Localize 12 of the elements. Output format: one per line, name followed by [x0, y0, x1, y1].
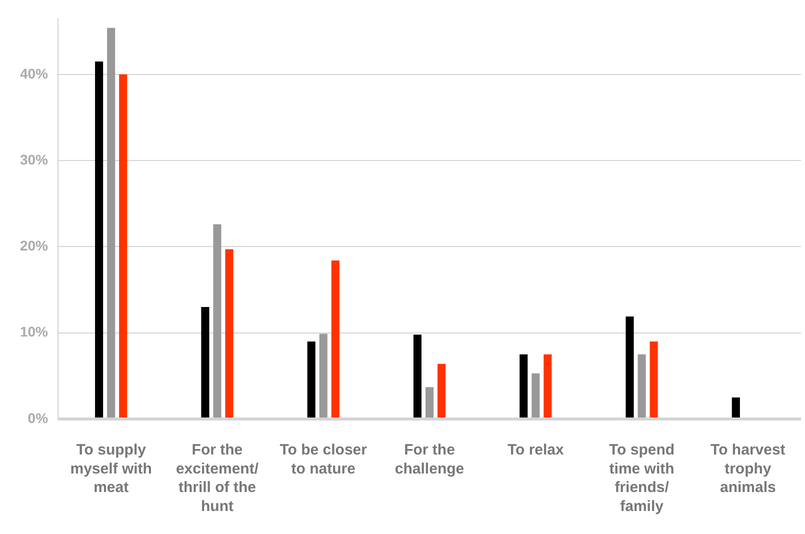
y-tick-label: 20% — [20, 238, 49, 254]
x-tick-label: To harvest trophy animals — [710, 442, 786, 496]
x-tick-label: To spend time with friends/ family — [609, 442, 675, 515]
x-tick-label: To relax — [507, 442, 565, 459]
y-tick-label: 10% — [20, 324, 49, 340]
y-tick-label: 40% — [20, 65, 49, 82]
x-tick-label: For the excitement/ thrill of the hunt — [176, 442, 260, 515]
x-tick-label: To supply myself with meat — [70, 442, 152, 496]
x-tick-label: To be closer to nature — [280, 442, 368, 478]
x-tick-label: For the challenge — [394, 442, 464, 478]
y-tick-label: 0% — [28, 410, 49, 426]
y-tick-label: 30% — [20, 151, 49, 168]
